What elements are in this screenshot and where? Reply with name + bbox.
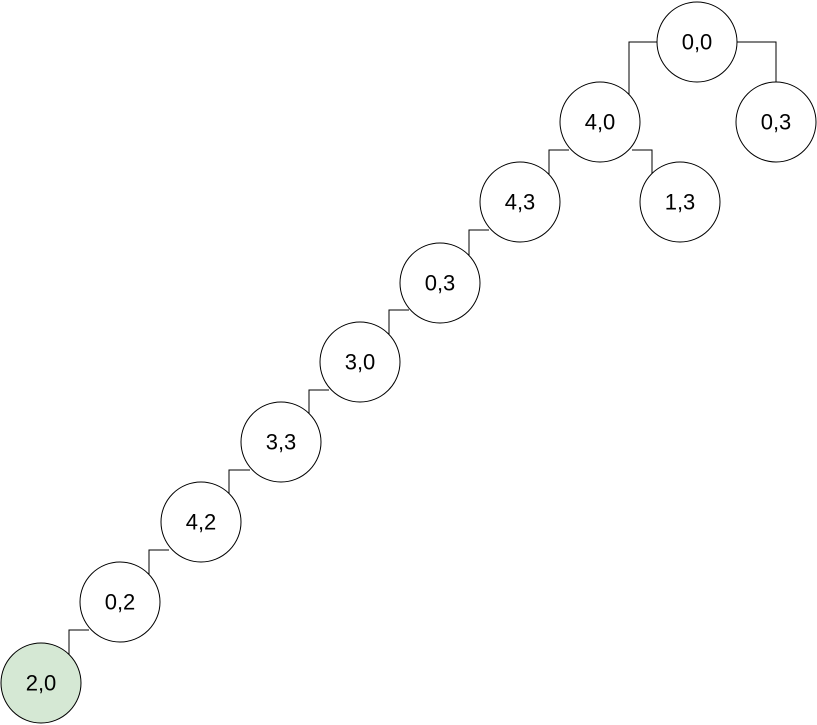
edge-n9-n10 bbox=[68, 629, 89, 663]
node-label: 4,0 bbox=[585, 110, 616, 135]
node-circle bbox=[656, 1, 738, 83]
node-label: 4,3 bbox=[505, 190, 536, 215]
node-circle bbox=[79, 561, 161, 643]
edge-n0-n2 bbox=[737, 41, 777, 82]
node-label: 4,2 bbox=[186, 510, 217, 535]
edge-n8-n9 bbox=[148, 549, 169, 582]
node-label: 0,2 bbox=[105, 590, 136, 615]
node-circle bbox=[559, 81, 641, 163]
tree-node: 3,0 bbox=[319, 321, 401, 403]
tree-node: 4,2 bbox=[160, 481, 242, 563]
node-label: 3,0 bbox=[345, 350, 376, 375]
tree-node: 0,3 bbox=[399, 242, 481, 324]
edge-n6-n7 bbox=[308, 389, 329, 422]
node-label: 2,0 bbox=[26, 671, 57, 696]
edge-n3-n5 bbox=[468, 229, 489, 263]
tree-node: 1,3 bbox=[639, 161, 721, 243]
tree-node: 0,3 bbox=[735, 81, 817, 163]
node-circle bbox=[399, 242, 481, 324]
node-circle bbox=[160, 481, 242, 563]
edges bbox=[68, 41, 777, 663]
node-circle bbox=[240, 401, 322, 483]
node-circle bbox=[479, 161, 561, 243]
tree-node: 3,3 bbox=[240, 401, 322, 483]
node-circle bbox=[735, 81, 817, 163]
tree-node: 2,0 bbox=[0, 642, 82, 724]
edge-n0-n1 bbox=[628, 41, 657, 102]
node-circle bbox=[639, 161, 721, 243]
tree-node: 4,0 bbox=[559, 81, 641, 163]
tree-node: 4,3 bbox=[479, 161, 561, 243]
node-label: 0,3 bbox=[425, 271, 456, 296]
tree-node: 0,0 bbox=[656, 1, 738, 83]
node-label: 3,3 bbox=[266, 430, 297, 455]
edge-n5-n6 bbox=[388, 309, 409, 342]
edge-n1-n3 bbox=[548, 149, 569, 182]
node-label: 0,3 bbox=[761, 110, 792, 135]
node-label: 0,0 bbox=[682, 30, 713, 55]
edge-n7-n8 bbox=[228, 469, 250, 502]
edge-n1-n4 bbox=[632, 149, 653, 180]
tree-node: 0,2 bbox=[79, 561, 161, 643]
node-label: 1,3 bbox=[665, 190, 696, 215]
node-circle bbox=[319, 321, 401, 403]
node-circle bbox=[0, 642, 82, 724]
